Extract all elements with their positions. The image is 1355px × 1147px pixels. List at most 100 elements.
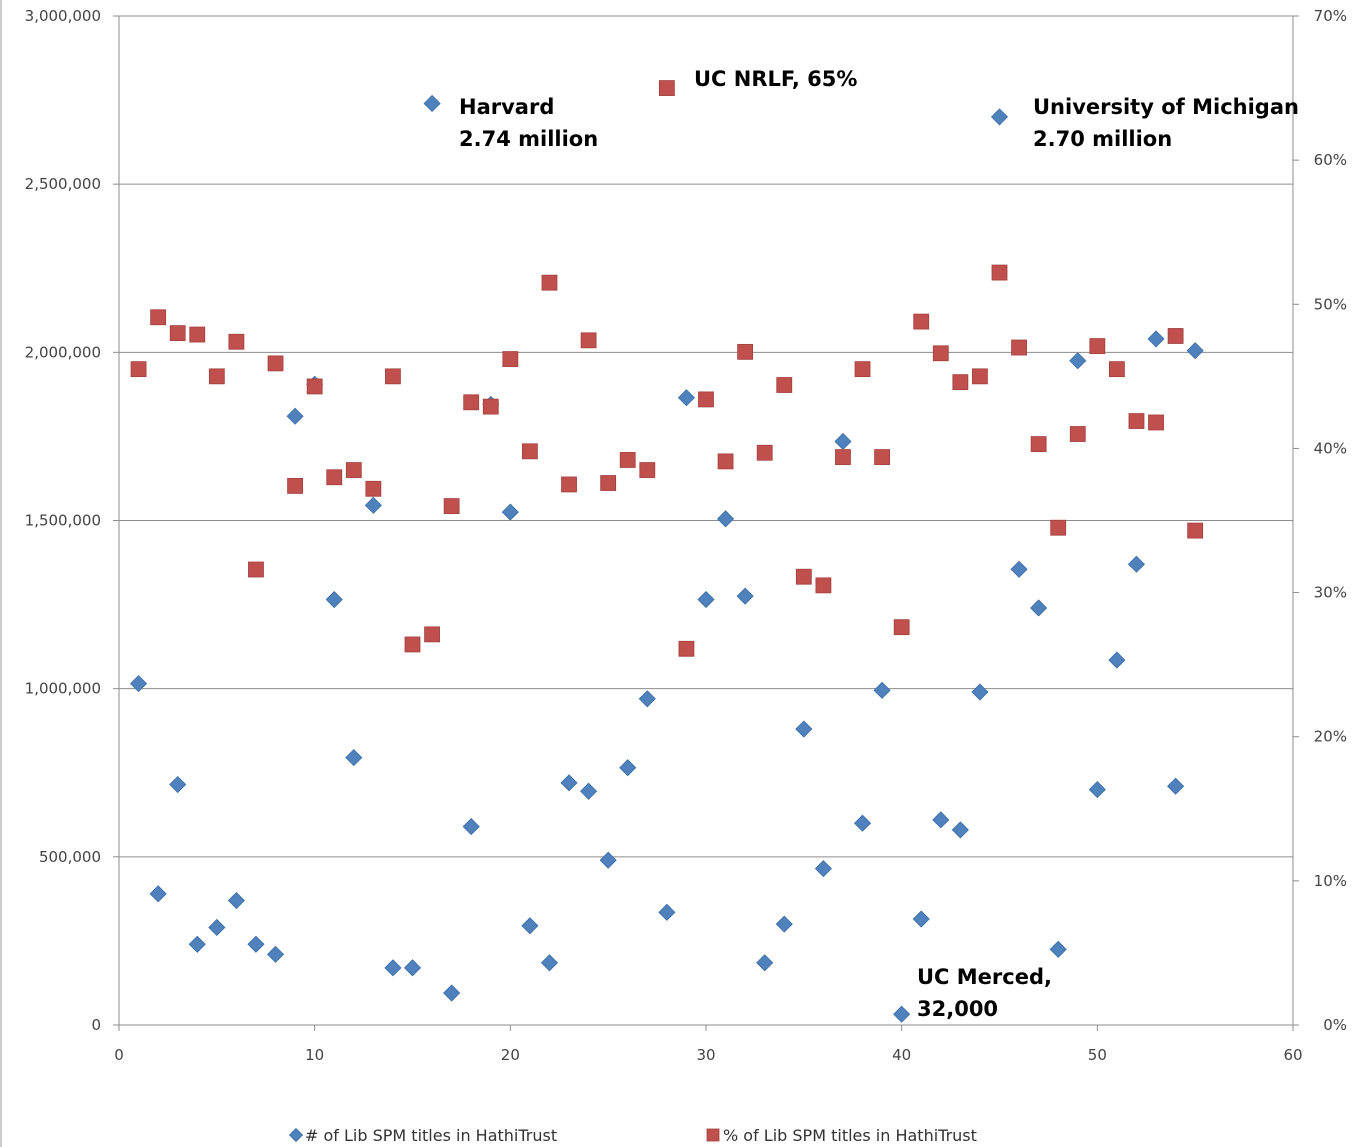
data-point-diamond — [227, 891, 245, 910]
data-point-diamond — [364, 496, 382, 514]
annotation-umich: University of Michigan — [1033, 95, 1299, 119]
data-point-diamond — [580, 782, 598, 800]
data-point-diamond — [990, 108, 1009, 126]
data-point-square — [287, 478, 304, 494]
data-point-diamond — [423, 94, 441, 113]
data-point-diamond — [521, 917, 539, 935]
gridlines — [119, 15, 1293, 858]
left-tick-label: 2,500,000 — [25, 175, 101, 193]
data-point-square — [893, 619, 910, 636]
data-point-square — [639, 462, 656, 478]
series-count-points — [130, 94, 1204, 1023]
data-point-square — [619, 452, 636, 468]
data-point-square — [795, 568, 812, 585]
data-point-square — [580, 332, 597, 349]
data-point-square — [482, 398, 499, 415]
data-point-diamond — [443, 984, 461, 1002]
data-point-square — [1167, 328, 1184, 344]
data-point-square — [600, 475, 617, 491]
data-point-diamond — [599, 851, 617, 869]
data-point-square — [1089, 338, 1106, 354]
data-point-diamond — [1186, 342, 1204, 360]
x-tick-label: 50 — [1088, 1046, 1107, 1064]
data-point-diamond — [247, 935, 265, 953]
data-point-square — [913, 313, 930, 330]
data-point-square — [1050, 519, 1067, 536]
data-point-diamond — [893, 1005, 911, 1023]
annotation-umich: 2.70 million — [1033, 127, 1172, 151]
data-point-square — [326, 469, 343, 486]
data-point-square — [658, 80, 675, 96]
data-point-diamond — [795, 720, 813, 738]
left-tick-label: 3,000,000 — [25, 7, 101, 25]
data-point-square — [756, 444, 773, 461]
data-point-square — [991, 264, 1008, 281]
annotation-uc-nrlf: UC NRLF, 65% — [694, 67, 857, 91]
data-point-square — [541, 274, 558, 291]
series-percent-points — [130, 80, 1204, 657]
legend: # of Lib SPM titles in HathiTrust % of Li… — [288, 1126, 977, 1145]
data-point-square — [130, 361, 147, 378]
data-point-diamond — [266, 945, 285, 963]
left-tick-label: 500,000 — [39, 848, 101, 866]
data-point-square — [306, 378, 323, 395]
data-point-diamond — [912, 910, 930, 928]
data-point-diamond — [188, 935, 206, 953]
data-point-square — [776, 377, 793, 393]
data-point-diamond — [658, 903, 676, 921]
annotation-uc-merced: 32,000 — [917, 997, 998, 1021]
data-point-diamond — [775, 915, 793, 933]
x-tick-label: 60 — [1283, 1046, 1302, 1064]
data-point-square — [972, 368, 988, 385]
data-point-square — [698, 391, 714, 408]
data-point-square — [208, 368, 225, 385]
data-point-square — [561, 476, 577, 493]
right-tick-label: 20% — [1314, 728, 1347, 746]
annotations: Harvard 2.74 million UC NRLF, 65% Universit… — [459, 67, 1299, 1021]
data-point-square — [365, 480, 382, 497]
data-point-square — [248, 561, 264, 578]
data-point-diamond — [756, 954, 774, 972]
right-tick-label: 50% — [1314, 295, 1347, 313]
data-point-square — [385, 368, 401, 385]
data-point-diamond — [149, 885, 167, 903]
annotation-harvard: 2.74 million — [459, 127, 598, 151]
data-point-square — [717, 453, 734, 470]
right-tick-label: 10% — [1314, 872, 1347, 890]
data-point-diamond — [325, 590, 343, 609]
data-point-diamond — [1069, 352, 1087, 370]
data-point-diamond — [1030, 599, 1048, 617]
x-tick-label: 40 — [892, 1046, 911, 1064]
legend-label-count: # of Lib SPM titles in HathiTrust — [305, 1126, 557, 1145]
x-tick-label: 30 — [696, 1046, 715, 1064]
right-tick-label: 30% — [1314, 584, 1347, 602]
data-point-diamond — [853, 814, 872, 832]
data-point-diamond — [951, 821, 969, 839]
data-point-diamond — [540, 954, 559, 972]
data-point-square — [345, 462, 362, 478]
data-point-diamond — [462, 817, 480, 836]
data-point-diamond — [1147, 330, 1165, 348]
data-point-diamond — [130, 675, 148, 693]
legend-square-icon — [706, 1128, 720, 1142]
data-point-square — [1148, 414, 1164, 431]
data-point-diamond — [736, 587, 754, 605]
annotation-uc-merced: UC Merced, — [917, 965, 1052, 989]
data-point-diamond — [834, 432, 852, 451]
x-tick-label: 10 — [305, 1046, 324, 1064]
data-point-square — [522, 443, 538, 460]
axes — [0, 0, 1294, 1147]
data-point-square — [404, 636, 421, 653]
data-point-diamond — [932, 811, 950, 829]
data-point-square — [443, 498, 460, 514]
data-point-square — [463, 394, 480, 411]
left-y-axis-ticks: 0 500,000 1,000,000 1,500,000 2,000,000 2,500… — [25, 7, 119, 1034]
data-point-diamond — [1127, 555, 1146, 573]
data-point-square — [150, 309, 167, 326]
data-point-diamond — [286, 407, 304, 425]
data-point-diamond — [560, 774, 578, 792]
right-y-axis-ticks: 0% 10% 20% 30% 40% 50% 60% 70% — [1293, 7, 1347, 1034]
x-tick-label: 0 — [114, 1046, 124, 1064]
data-point-square — [737, 343, 754, 360]
